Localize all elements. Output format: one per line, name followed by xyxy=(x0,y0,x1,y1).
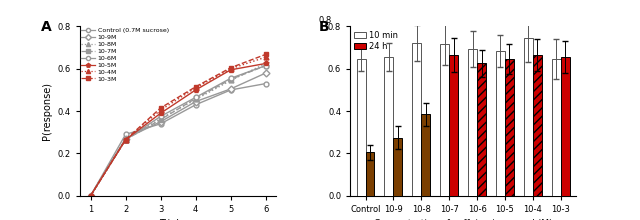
10-9M xyxy=(122,137,129,140)
10-7M xyxy=(157,118,164,121)
10-7M xyxy=(122,138,129,141)
Bar xyxy=(505,59,514,196)
Control (0.7M sucrose) xyxy=(262,82,269,85)
10-6M xyxy=(86,194,94,197)
Text: 0.8: 0.8 xyxy=(319,16,332,25)
10-6M xyxy=(157,115,164,118)
10-9M xyxy=(86,194,94,197)
Bar xyxy=(524,38,532,196)
10-5M xyxy=(122,138,129,141)
Bar xyxy=(412,43,421,196)
Line: 10-7M: 10-7M xyxy=(88,63,268,198)
10-5M xyxy=(86,194,94,197)
10-7M xyxy=(227,78,235,81)
Line: 10-8M: 10-8M xyxy=(88,61,268,198)
10-6M xyxy=(122,138,129,141)
10-4M xyxy=(122,138,129,141)
10-7M xyxy=(192,97,200,100)
Text: B: B xyxy=(319,20,329,34)
Bar xyxy=(365,152,374,196)
Line: Control (0.7M sucrose): Control (0.7M sucrose) xyxy=(88,81,268,198)
10-6M xyxy=(192,96,200,99)
10-4M xyxy=(157,109,164,111)
10-4M xyxy=(227,67,235,70)
Bar xyxy=(356,59,365,196)
Bar xyxy=(385,57,394,196)
10-3M xyxy=(86,194,94,197)
10-3M xyxy=(122,138,129,141)
Legend: Control (0.7M sucrose), 10-9M, 10-8M, 10-7M, 10-6M, 10-5M, 10-4M, 10-3M: Control (0.7M sucrose), 10-9M, 10-8M, 10… xyxy=(81,27,169,82)
10-8M xyxy=(122,138,129,141)
Bar xyxy=(496,51,505,196)
10-6M xyxy=(262,64,269,67)
Line: 10-4M: 10-4M xyxy=(88,55,268,198)
Bar xyxy=(468,49,477,196)
10-5M xyxy=(227,68,235,71)
10-3M xyxy=(157,107,164,109)
10-8M xyxy=(192,98,200,101)
10-9M xyxy=(192,100,200,103)
10-3M xyxy=(262,53,269,56)
10-3M xyxy=(227,66,235,69)
10-9M xyxy=(157,120,164,123)
Bar xyxy=(449,55,458,196)
10-3M xyxy=(192,85,200,88)
Line: 10-3M: 10-3M xyxy=(88,52,268,198)
10-5M xyxy=(157,112,164,115)
Control (0.7M sucrose) xyxy=(122,133,129,136)
Control (0.7M sucrose) xyxy=(227,89,235,91)
Bar xyxy=(561,57,570,196)
X-axis label: Trial no.: Trial no. xyxy=(159,219,197,220)
Line: 10-6M: 10-6M xyxy=(88,63,268,198)
Control (0.7M sucrose) xyxy=(86,194,94,197)
10-7M xyxy=(86,194,94,197)
Line: 10-5M: 10-5M xyxy=(88,61,268,198)
10-8M xyxy=(157,117,164,120)
Control (0.7M sucrose) xyxy=(192,103,200,106)
10-4M xyxy=(262,56,269,59)
Legend: 10 min, 24 h: 10 min, 24 h xyxy=(351,27,402,54)
X-axis label: Concentration of caffeine in reward (M): Concentration of caffeine in reward (M) xyxy=(374,219,552,220)
10-9M xyxy=(227,88,235,90)
10-4M xyxy=(86,194,94,197)
Bar xyxy=(394,138,403,196)
10-8M xyxy=(262,62,269,65)
Bar xyxy=(477,63,486,196)
10-8M xyxy=(86,194,94,197)
10-9M xyxy=(262,72,269,74)
10-5M xyxy=(192,89,200,91)
10-6M xyxy=(227,77,235,80)
10-5M xyxy=(262,62,269,65)
Line: 10-9M: 10-9M xyxy=(88,71,268,198)
Text: A: A xyxy=(41,20,51,34)
Bar xyxy=(421,114,430,196)
10-8M xyxy=(227,79,235,82)
Bar xyxy=(532,55,541,196)
Bar xyxy=(440,44,449,196)
10-4M xyxy=(192,86,200,89)
Y-axis label: P(response): P(response) xyxy=(42,82,52,140)
Control (0.7M sucrose) xyxy=(157,123,164,125)
10-7M xyxy=(262,64,269,67)
Bar xyxy=(552,59,561,196)
